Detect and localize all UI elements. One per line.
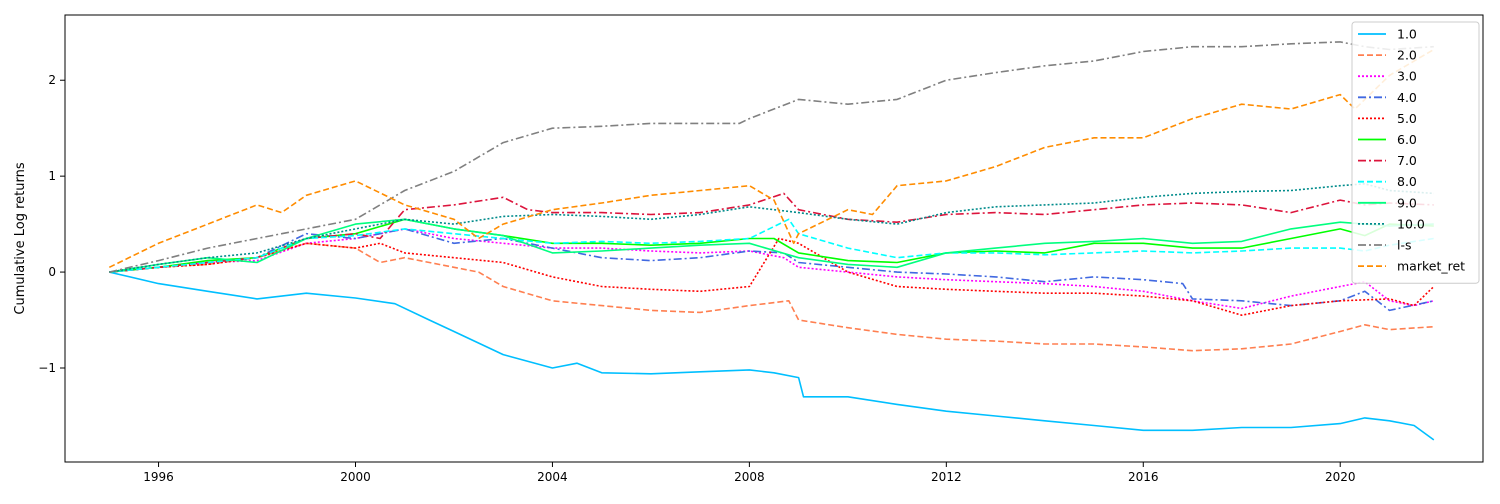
series-line-8 bbox=[109, 218, 1434, 273]
legend-label-10: l-s bbox=[1397, 238, 1412, 253]
series-lines bbox=[108, 41, 1435, 441]
x-tick-label-5: 2016 bbox=[1128, 470, 1159, 484]
x-tick-label-3: 2008 bbox=[734, 470, 765, 484]
legend-label-3: 4.0 bbox=[1397, 90, 1417, 105]
legend-label-0: 1.0 bbox=[1397, 27, 1417, 42]
series-line-11 bbox=[108, 48, 1435, 269]
y-axis-label: Cumulative Log returns bbox=[13, 162, 28, 314]
legend-label-6: 7.0 bbox=[1397, 153, 1417, 168]
x-tick-label-2: 2004 bbox=[537, 470, 568, 484]
x-tick-label-0: 1996 bbox=[143, 470, 174, 484]
y-tick-label-3: 2 bbox=[48, 73, 56, 87]
y-axis: −1 0 1 2 bbox=[38, 73, 65, 375]
legend-label-1: 2.0 bbox=[1397, 48, 1417, 63]
legend-box bbox=[1351, 21, 1480, 284]
legend-label-8: 9.0 bbox=[1397, 195, 1417, 210]
legend-label-7: 8.0 bbox=[1397, 174, 1417, 189]
y-tick-label-2: 1 bbox=[48, 169, 56, 183]
legend-label-2: 3.0 bbox=[1397, 69, 1417, 84]
series-line-6 bbox=[109, 192, 1434, 273]
x-axis: 1996 2000 2004 2008 2012 2016 2020 bbox=[143, 462, 1355, 484]
x-tick-label-4: 2012 bbox=[931, 470, 962, 484]
legend-label-4: 5.0 bbox=[1397, 111, 1417, 126]
series-line-1 bbox=[109, 242, 1434, 352]
legend-label-11: market_ret bbox=[1397, 259, 1465, 274]
series-line-2 bbox=[109, 228, 1434, 310]
x-tick-label-1: 2000 bbox=[340, 470, 371, 484]
plot-frame bbox=[64, 14, 1484, 463]
series-line-0 bbox=[109, 271, 1435, 441]
series-line-7 bbox=[109, 218, 1434, 273]
series-line-4 bbox=[109, 237, 1435, 316]
legend-label-9: 10.0 bbox=[1397, 216, 1425, 231]
legend: 1.0 2.0 3.0 4.0 5.0 6.0 7.0 8.0 9.0 10.0 l-s market… bbox=[1351, 21, 1480, 284]
legend-label-5: 6.0 bbox=[1397, 132, 1417, 147]
series-line-3 bbox=[109, 228, 1434, 312]
series-line-10 bbox=[109, 41, 1434, 273]
y-tick-label-0: −1 bbox=[38, 361, 56, 375]
y-tick-label-1: 0 bbox=[48, 265, 56, 279]
x-tick-label-6: 2020 bbox=[1325, 470, 1356, 484]
series-line-9 bbox=[109, 183, 1434, 273]
